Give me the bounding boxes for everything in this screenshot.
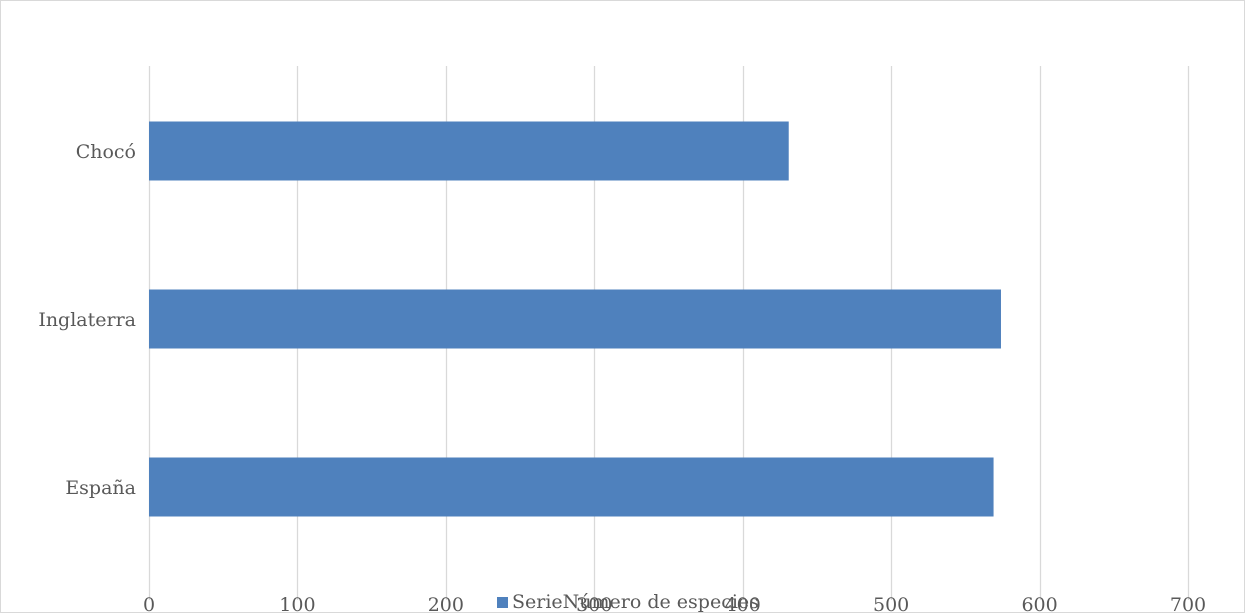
x-tick-label: 0: [143, 594, 155, 613]
bar-españa: [149, 457, 994, 517]
bar-chocó: [149, 121, 789, 181]
category-labels: Chocó Inglaterra España: [38, 141, 136, 499]
x-tick-label: 300: [576, 594, 612, 613]
bar-inglaterra: [149, 289, 1001, 349]
x-tick-label: 700: [1170, 594, 1206, 613]
legend: SerieNúmero de especies: [497, 591, 759, 613]
x-tick-labels: 0 100 200 300 400 500 600 700: [143, 594, 1206, 613]
category-label: Chocó: [76, 141, 136, 163]
category-label: Inglaterra: [38, 309, 136, 331]
legend-swatch: [497, 597, 508, 608]
legend-label: SerieNúmero de especies: [512, 591, 759, 613]
x-tick-label: 600: [1021, 594, 1057, 613]
x-tick-label: 200: [428, 594, 464, 613]
x-tick-label: 400: [725, 594, 761, 613]
x-tick-label: 500: [873, 594, 909, 613]
category-label: España: [65, 477, 136, 499]
bars: [149, 121, 1001, 517]
x-tick-label: 100: [279, 594, 315, 613]
